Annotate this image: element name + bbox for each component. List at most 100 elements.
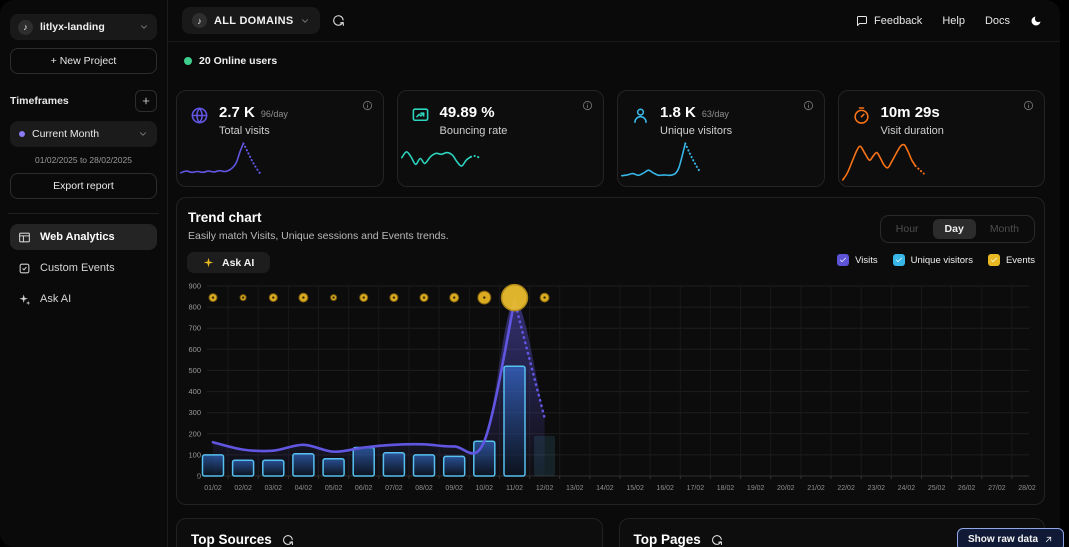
svg-text:11/02: 11/02 — [506, 485, 523, 492]
layout-icon — [18, 231, 31, 244]
bounce-icon — [411, 106, 430, 125]
stat-card-unique-visitors: 1.8 K 63/day Unique visitors — [617, 90, 825, 187]
show-raw-data-button[interactable]: Show raw data — [956, 528, 1064, 547]
project-logo-icon: ♪ — [18, 19, 33, 35]
add-timeframe-button[interactable] — [135, 90, 157, 112]
svg-text:20/02: 20/02 — [777, 485, 795, 492]
chevron-down-icon — [300, 16, 310, 26]
stat-value: 1.8 K — [660, 104, 696, 121]
svg-text:16/02: 16/02 — [656, 485, 674, 492]
arrow-up-right-icon — [1044, 535, 1053, 544]
svg-text:07/02: 07/02 — [385, 485, 403, 492]
user-icon — [631, 106, 650, 125]
info-icon[interactable] — [582, 100, 593, 111]
svg-text:08/02: 08/02 — [415, 485, 433, 492]
main-header: ♪ ALL DOMAINS Feedback Help Docs — [168, 0, 1060, 42]
legend-events[interactable]: Events — [987, 254, 1035, 266]
checkbox-icon — [892, 254, 905, 266]
refresh-button[interactable] — [332, 14, 345, 27]
svg-text:01/02: 01/02 — [204, 485, 222, 492]
timeframes-label: Timeframes — [10, 95, 69, 107]
chart-legend: Visits Unique visitors Events — [837, 254, 1035, 266]
sidebar-divider — [8, 213, 159, 214]
svg-text:600: 600 — [188, 345, 201, 354]
svg-text:200: 200 — [188, 429, 201, 438]
svg-text:100: 100 — [188, 450, 201, 459]
sidebar-item-custom-events[interactable]: Custom Events — [10, 255, 157, 281]
chevron-down-icon — [138, 129, 148, 139]
docs-link[interactable]: Docs — [984, 14, 1010, 27]
chevron-down-icon — [139, 22, 149, 32]
timer-icon — [852, 106, 871, 125]
timeframe-range: 01/02/2025 to 28/02/2025 — [35, 155, 132, 165]
timeframe-dropdown[interactable]: Current Month — [10, 121, 157, 147]
domain-selector[interactable]: ♪ ALL DOMAINS — [182, 7, 321, 34]
svg-text:22/02: 22/02 — [837, 485, 855, 492]
ask-ai-label: Ask AI — [222, 256, 255, 269]
top-pages-title: Top Pages — [633, 532, 701, 547]
svg-text:300: 300 — [188, 408, 201, 417]
theme-toggle[interactable] — [1030, 15, 1042, 27]
stat-card-visit-duration: 10m 29s Visit duration — [837, 90, 1045, 187]
svg-text:09/02: 09/02 — [445, 485, 463, 492]
new-project-button[interactable]: + New Project — [10, 48, 157, 74]
svg-text:05/02: 05/02 — [325, 485, 343, 492]
events-icon — [18, 262, 31, 275]
checkbox-icon — [837, 254, 850, 266]
svg-text:21/02: 21/02 — [807, 485, 825, 492]
stat-sparkline — [621, 142, 701, 177]
ask-ai-button[interactable]: Ask AI — [187, 252, 271, 273]
sidebar-item-web-analytics[interactable]: Web Analytics — [10, 224, 157, 250]
svg-text:700: 700 — [188, 324, 201, 333]
stat-sparkline — [180, 142, 262, 176]
refresh-icon[interactable] — [711, 534, 723, 546]
svg-text:27/02: 27/02 — [988, 485, 1006, 492]
sidebar-nav: Web Analytics Custom Events Ask AI — [10, 224, 157, 312]
svg-text:13/02: 13/02 — [566, 485, 584, 492]
svg-text:800: 800 — [188, 303, 201, 312]
svg-text:0: 0 — [197, 472, 201, 481]
sparkles-icon — [18, 293, 31, 306]
help-link[interactable]: Help — [942, 14, 965, 27]
top-sources-card: Top Sources — [176, 518, 603, 547]
domain-selector-value: ALL DOMAINS — [214, 14, 294, 27]
sidebar-item-label: Custom Events — [40, 262, 115, 274]
info-icon[interactable] — [362, 100, 373, 111]
feedback-link[interactable]: Feedback — [856, 15, 922, 27]
info-icon[interactable] — [803, 100, 814, 111]
stat-value: 49.89 % — [439, 104, 495, 121]
stat-per-day: 63/day — [701, 109, 729, 119]
refresh-icon[interactable] — [282, 534, 294, 546]
granularity-day[interactable]: Day — [932, 219, 976, 239]
export-report-button[interactable]: Export report — [10, 173, 157, 199]
svg-text:25/02: 25/02 — [928, 485, 946, 492]
bottom-row: Top Sources Top Pages — [176, 518, 1045, 547]
stat-label: Unique visitors — [660, 125, 733, 137]
legend-unique-visitors[interactable]: Unique visitors — [892, 254, 973, 266]
svg-text:12/02: 12/02 — [536, 485, 554, 492]
info-icon[interactable] — [1023, 100, 1034, 111]
timeframe-dot — [19, 131, 25, 137]
online-dot-icon — [184, 56, 192, 65]
stat-label: Bouncing rate — [439, 125, 508, 137]
domain-logo-icon: ♪ — [192, 13, 207, 28]
trend-chart: 0 100 200 300 400 500 600 700 800 900 01/02 02/02 03… — [188, 282, 1036, 493]
sidebar-item-ask-ai[interactable]: Ask AI — [10, 286, 157, 312]
svg-text:17/02: 17/02 — [687, 485, 705, 492]
svg-text:14/02: 14/02 — [596, 485, 614, 492]
svg-text:26/02: 26/02 — [958, 485, 976, 492]
stat-sparkline — [841, 143, 925, 181]
globe-icon — [190, 106, 209, 125]
project-selector[interactable]: ♪ litlyx-landing — [10, 14, 157, 40]
granularity-month[interactable]: Month — [989, 223, 1019, 235]
svg-text:28/02: 28/02 — [1018, 485, 1036, 492]
legend-visits[interactable]: Visits — [837, 254, 878, 266]
sparkle-icon — [203, 257, 214, 268]
stat-value: 10m 29s — [880, 104, 940, 121]
granularity-hour[interactable]: Hour — [895, 223, 919, 235]
top-sources-title: Top Sources — [191, 532, 272, 547]
header-links: Feedback Help Docs — [856, 15, 1042, 27]
stat-label: Total visits — [219, 125, 270, 137]
granularity-toggle: Hour Day Month — [879, 215, 1035, 243]
